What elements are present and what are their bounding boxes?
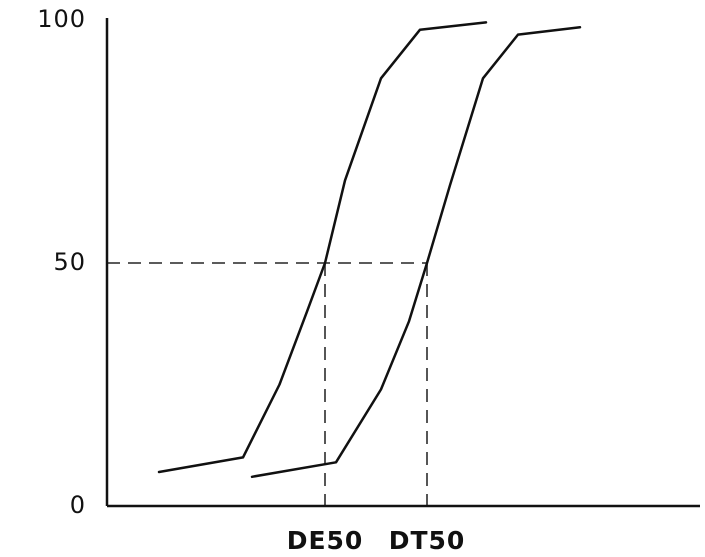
y-tick-label: 0 xyxy=(70,491,86,519)
guide-lines xyxy=(107,262,428,506)
series-line-1 xyxy=(157,21,488,474)
marker-label-2: DT50 xyxy=(389,526,466,555)
y-tick-label: 50 xyxy=(53,248,86,276)
series-line-2 xyxy=(250,26,582,479)
marker-label-1: DE50 xyxy=(287,526,364,555)
y-tick-label: 100 xyxy=(37,5,86,33)
response-curves xyxy=(157,21,582,479)
y-tick-labels: 0 50 100 xyxy=(37,5,86,519)
marker-labels: DE50 DT50 xyxy=(287,526,466,555)
